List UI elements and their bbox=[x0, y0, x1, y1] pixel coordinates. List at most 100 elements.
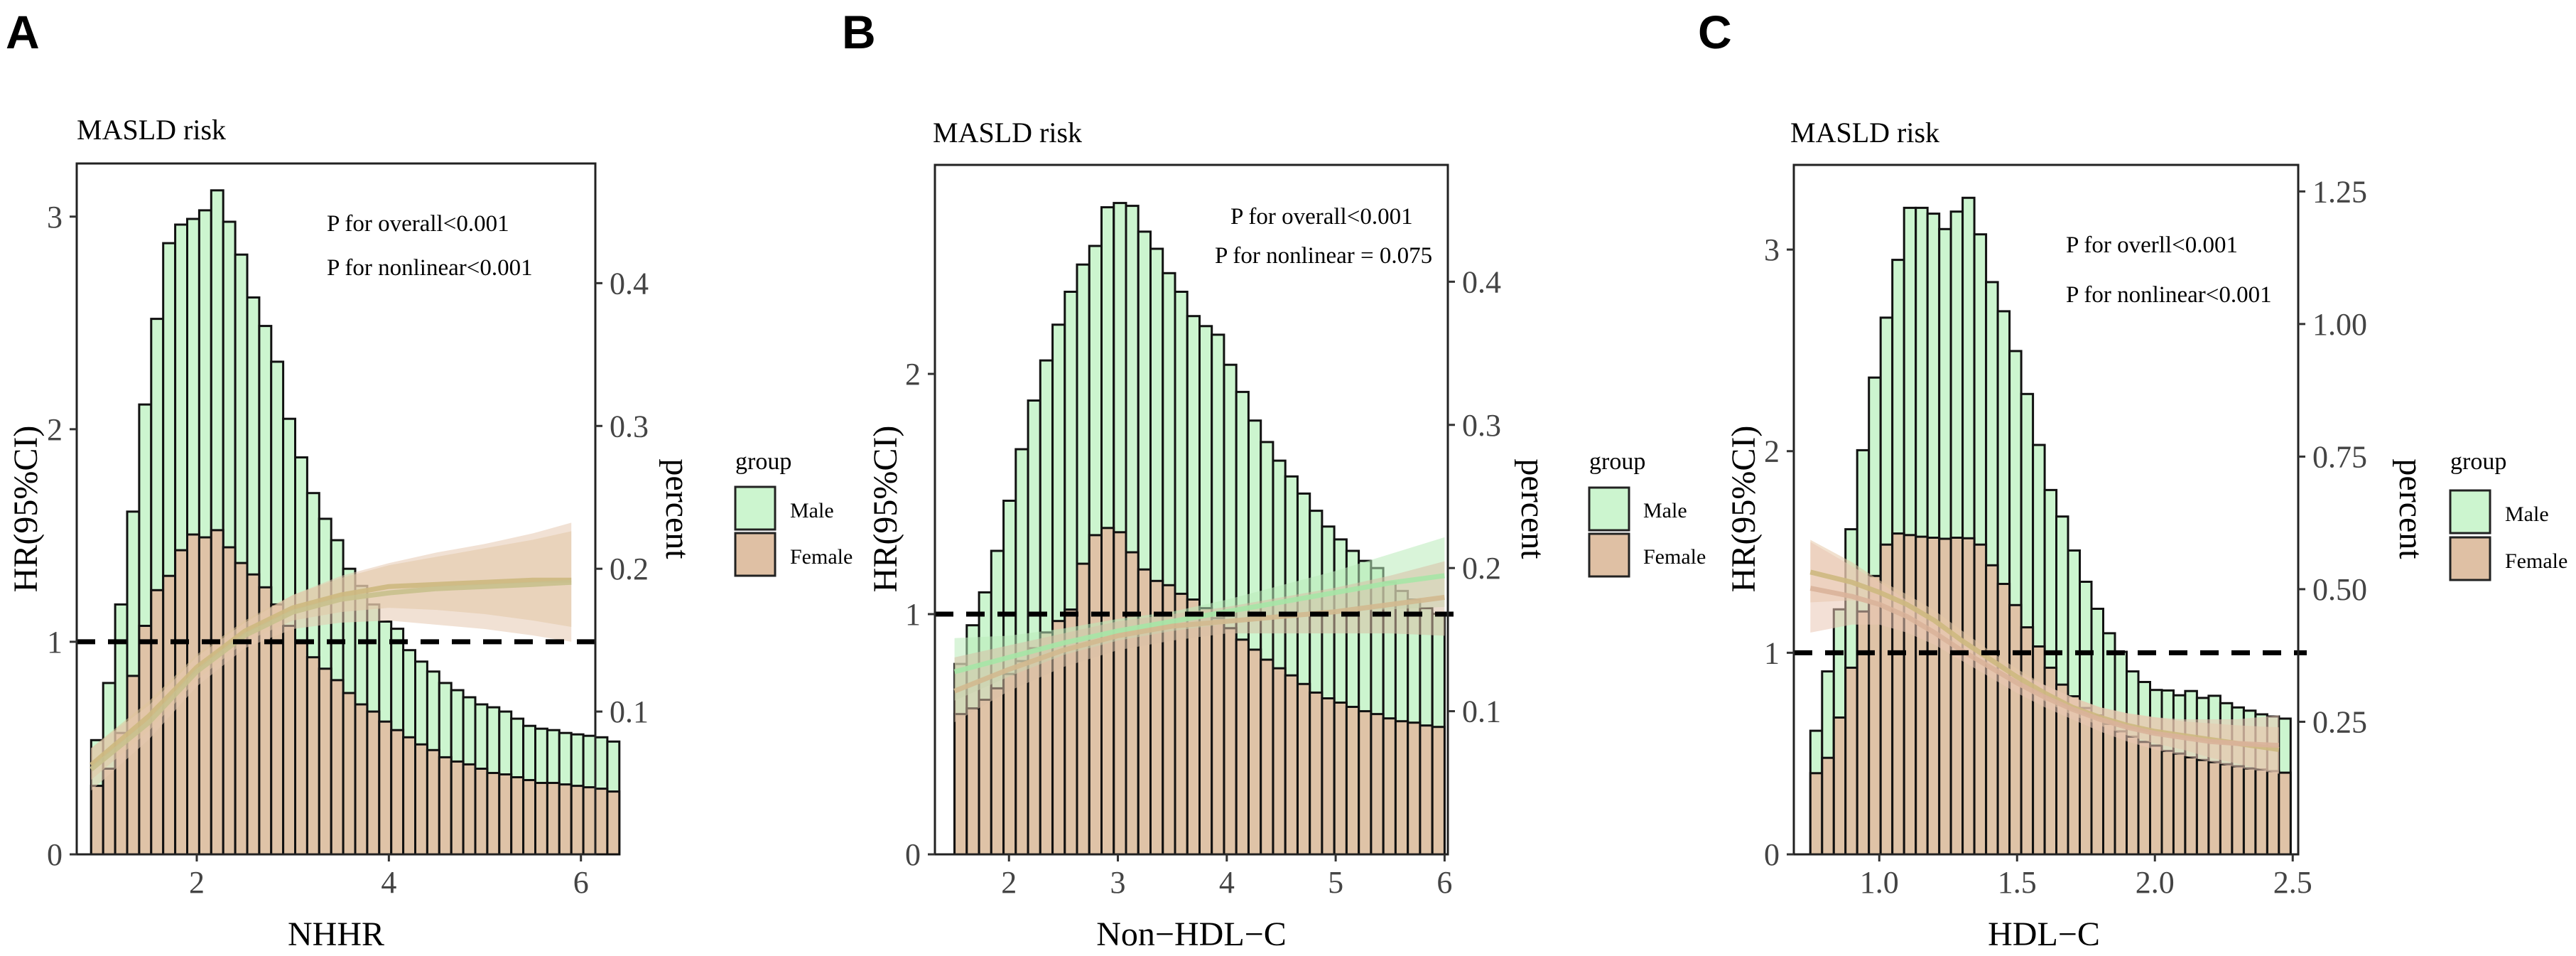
left-tick-label: 2 bbox=[1764, 434, 1780, 469]
x-tick-label: 2 bbox=[189, 865, 205, 900]
legend-label-male: Male bbox=[790, 499, 834, 522]
female-bar bbox=[2231, 765, 2245, 856]
left-tick-label: 0 bbox=[1764, 837, 1780, 872]
panel-label: B bbox=[842, 6, 876, 58]
right-tick-label: 0.4 bbox=[610, 266, 649, 301]
right-tick-label: 0.2 bbox=[1462, 551, 1501, 586]
female-bar bbox=[234, 562, 249, 856]
female-bar bbox=[1407, 721, 1422, 856]
female-bar bbox=[1260, 658, 1275, 856]
legend-title: group bbox=[2450, 449, 2506, 475]
legend: group Male Female bbox=[2449, 449, 2567, 581]
female-bar bbox=[305, 656, 320, 856]
female-bar bbox=[1125, 551, 1140, 856]
female-bar bbox=[1961, 537, 1976, 856]
p-nonlinear-annotation: P for nonlinear = 0.075 bbox=[1215, 243, 1432, 269]
right-axis-ticks: 0.1 0.2 0.3 0.4 bbox=[595, 266, 649, 729]
female-bar bbox=[990, 687, 1005, 856]
legend-title: group bbox=[735, 449, 791, 475]
female-bar bbox=[90, 785, 104, 856]
female-hr-curve bbox=[953, 594, 1445, 694]
female-bar bbox=[210, 529, 224, 856]
female-bar bbox=[510, 776, 525, 856]
x-axis-ticks: 2 4 6 bbox=[189, 854, 589, 900]
legend-label-female: Female bbox=[790, 545, 853, 569]
panel-label: A bbox=[6, 6, 40, 58]
female-bar bbox=[1985, 564, 1999, 856]
female-bar bbox=[522, 779, 536, 856]
female-bar bbox=[1248, 648, 1262, 856]
female-bar bbox=[570, 785, 585, 856]
left-tick-label: 2 bbox=[47, 412, 63, 447]
female-bar bbox=[438, 756, 453, 856]
female-bar bbox=[1891, 532, 1905, 856]
chart-title: MASLD risk bbox=[933, 117, 1082, 149]
right-tick-label: 0.1 bbox=[1462, 694, 1501, 729]
left-tick-label: 1 bbox=[1764, 635, 1780, 670]
female-bar bbox=[486, 772, 501, 856]
female-bar bbox=[2278, 771, 2292, 856]
x-tick-label: 2.0 bbox=[2136, 865, 2175, 900]
right-tick-label: 0.4 bbox=[1462, 264, 1501, 299]
female-bar bbox=[1394, 720, 1409, 856]
plot-frame bbox=[75, 162, 597, 856]
p-overall-annotation: P for overall<0.001 bbox=[1230, 204, 1413, 230]
legend-label-male: Male bbox=[1643, 499, 1687, 522]
right-tick-label: 0.75 bbox=[2312, 439, 2367, 474]
female-bar bbox=[2137, 741, 2151, 856]
female-bar bbox=[1100, 527, 1115, 856]
female-bar bbox=[1088, 534, 1103, 856]
hr-ci-bands bbox=[1810, 539, 2279, 774]
legend-label-female: Female bbox=[2505, 549, 2567, 573]
female-bar bbox=[1370, 713, 1385, 856]
x-tick-label: 2 bbox=[1001, 865, 1017, 900]
left-axis-ticks: 0 1 2 3 bbox=[47, 200, 77, 872]
female-bar bbox=[1321, 697, 1336, 856]
x-axis-ticks: 2 3 4 5 6 bbox=[1001, 854, 1452, 900]
female-bar bbox=[2020, 626, 2035, 856]
x-axis-label: Non−HDL−C bbox=[1096, 915, 1286, 953]
p-overall-annotation: P for overll<0.001 bbox=[2066, 232, 2238, 258]
x-tick-label: 1.0 bbox=[1860, 865, 1899, 900]
right-tick-label: 0.50 bbox=[2312, 572, 2367, 607]
x-axis-ticks: 1.0 1.5 2.0 2.5 bbox=[1860, 854, 2312, 900]
female-hr-curve bbox=[90, 579, 572, 772]
female-bar bbox=[378, 720, 393, 856]
female-bar bbox=[426, 748, 440, 856]
panel-a: A MASLD risk 0 1 2 3 0.1 0.2 0.3 0.4 2 4 6 P for… bbox=[6, 6, 853, 953]
female-bar bbox=[1431, 726, 1446, 856]
female-bar bbox=[2254, 768, 2268, 856]
legend: group Male Female bbox=[1588, 449, 1706, 578]
female-bar bbox=[1844, 666, 1858, 856]
y2-axis-label: percent bbox=[659, 458, 696, 559]
right-tick-label: 1.25 bbox=[2312, 174, 2367, 209]
female-bar bbox=[2102, 722, 2116, 856]
x-tick-label: 3 bbox=[1110, 865, 1126, 900]
female-bar bbox=[2160, 750, 2175, 856]
x-tick-label: 5 bbox=[1328, 865, 1343, 900]
right-tick-label: 0.1 bbox=[610, 694, 649, 729]
female-hr-curve bbox=[1809, 586, 2279, 748]
female-bar bbox=[1996, 583, 2011, 856]
left-tick-label: 3 bbox=[1764, 232, 1780, 267]
female-bar bbox=[126, 675, 141, 856]
female-bar bbox=[197, 536, 212, 856]
left-tick-label: 1 bbox=[905, 597, 921, 632]
legend-swatch-female bbox=[1588, 532, 1630, 578]
female-bar bbox=[2079, 707, 2093, 856]
female-bar bbox=[1284, 674, 1299, 856]
female-bar bbox=[1333, 702, 1348, 856]
hr-curves bbox=[1809, 569, 2280, 752]
female-bar bbox=[2032, 645, 2046, 856]
legend-label-male: Male bbox=[2505, 503, 2549, 526]
female-bar bbox=[1113, 531, 1127, 856]
female-bar bbox=[1211, 617, 1225, 856]
female-bar bbox=[222, 546, 237, 856]
y-axis-label: HR(95%CI) bbox=[867, 426, 904, 593]
legend-title: group bbox=[1589, 449, 1645, 475]
female-bar bbox=[282, 625, 297, 856]
panel-c: C MASLD risk 0 1 2 3 0.25 0.50 0.75 1.00 1.25 1… bbox=[1698, 6, 2567, 953]
female-bar bbox=[965, 707, 980, 856]
plot-frame bbox=[933, 163, 1449, 856]
